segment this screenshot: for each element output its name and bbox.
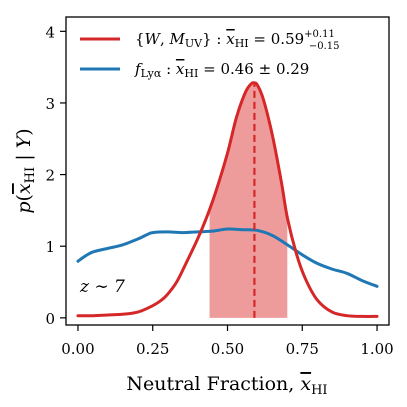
y-tick-label: 3 — [45, 95, 55, 113]
y-tick-label: 4 — [45, 23, 55, 41]
y-axis-title: p(xHI | Y) — [13, 128, 38, 213]
series-layer — [76, 81, 379, 318]
redshift-annotation: z ∼ 7 — [79, 277, 125, 297]
y-tick-label: 0 — [45, 310, 55, 328]
legend: {W, MUV} : xHI = 0.59+0.11 −0.15 fLyα : x… — [80, 29, 339, 80]
x-tick-label: 0.75 — [286, 340, 319, 358]
shaded-credible-interval-layer — [209, 83, 288, 318]
y-tick-layer: 0 1 2 3 4 — [45, 23, 66, 328]
x-tick-layer: 0.00 0.25 0.50 0.75 1.00 — [61, 325, 394, 358]
x-tick-label: 0.25 — [136, 340, 169, 358]
x-axis-title: Neutral Fraction, xHI — [126, 373, 327, 398]
x-tick-label: 1.00 — [360, 340, 393, 358]
y-tick-label: 2 — [45, 167, 55, 185]
x-tick-label: 0.50 — [211, 340, 244, 358]
series-line-w-muv — [76, 81, 379, 318]
x-tick-label: 0.00 — [61, 340, 94, 358]
series-line-flya — [76, 227, 379, 288]
credible-interval-shade — [209, 83, 288, 318]
legend-entry-blue: fLyα : xHI = 0.46 ± 0.29 — [134, 60, 309, 80]
y-tick-label: 1 — [45, 238, 55, 256]
legend-entry-red: {W, MUV} : xHI = 0.59+0.11 −0.15 — [135, 29, 339, 52]
